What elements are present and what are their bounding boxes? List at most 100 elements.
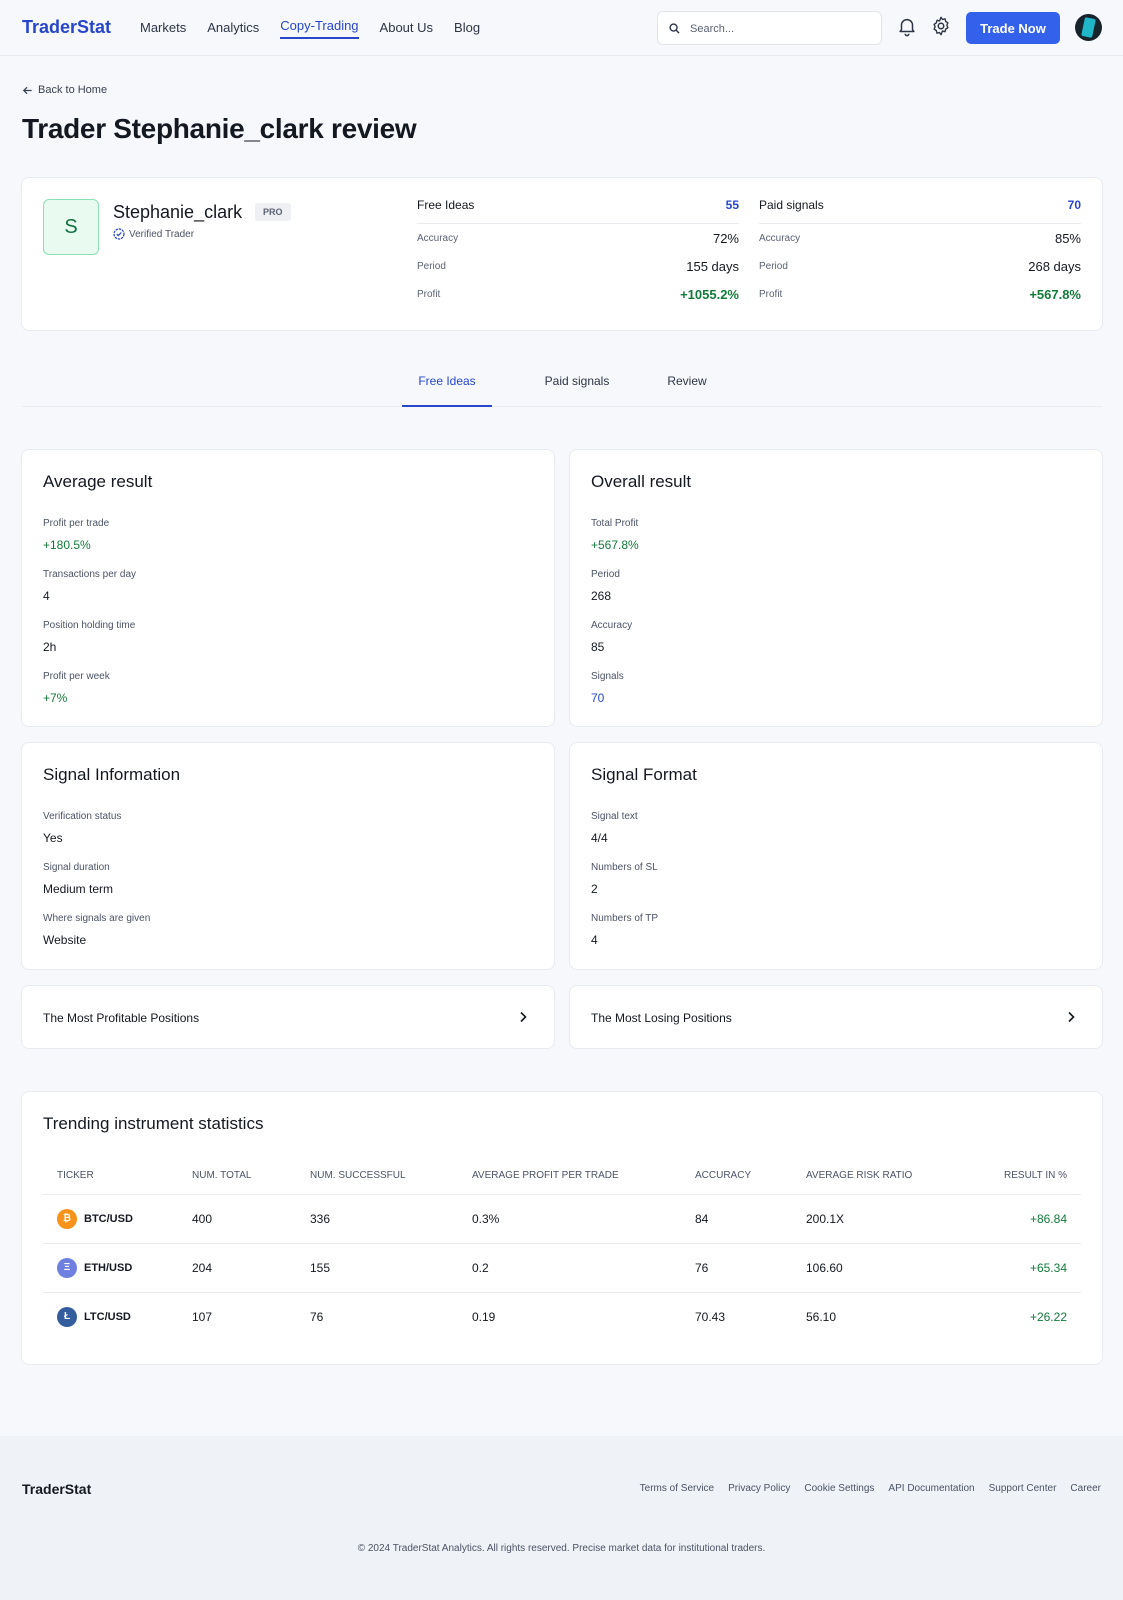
col-result: RESULT IN %	[950, 1158, 1081, 1195]
period: Period 268	[591, 569, 620, 603]
label: Numbers of SL	[591, 862, 658, 873]
col-avg-profit: AVERAGE PROFIT PER TRADE	[458, 1158, 681, 1195]
label: Total Profit	[591, 518, 639, 529]
nav-about-us[interactable]: About Us	[379, 20, 434, 35]
table-row[interactable]: ₿ BTC/USD 400 336 0.3% 84 200.1X +86.84	[43, 1194, 1081, 1244]
col-accuracy: ACCURACY	[681, 1158, 792, 1195]
footer-link-privacy[interactable]: Privacy Policy	[728, 1483, 791, 1494]
trending-instruments-card: Trending instrument statistics TICKER NU…	[21, 1091, 1103, 1365]
value: 4	[591, 933, 598, 947]
footer-link-terms[interactable]: Terms of Service	[639, 1483, 715, 1494]
value: 2h	[43, 640, 57, 654]
free-ideas-accuracy: 72%	[712, 230, 739, 246]
free-ideas-label: Free Ideas	[417, 198, 475, 212]
nav-blog[interactable]: Blog	[454, 20, 481, 35]
col-num-total: NUM. TOTAL	[178, 1158, 296, 1195]
col-risk-ratio: AVERAGE RISK RATIO	[792, 1158, 950, 1195]
search-input[interactable]	[690, 20, 870, 38]
nav-copy-trading[interactable]: Copy-Trading	[280, 0, 359, 56]
litecoin-icon: Ł	[57, 1306, 77, 1327]
free-ideas-stats: Free Ideas 55 Accuracy 72% Period 155 days …	[417, 198, 739, 308]
trending-table: TICKER NUM. TOTAL NUM. SUCCESSFUL AVERAG…	[43, 1158, 1081, 1341]
label: Period	[591, 569, 620, 580]
most-profitable-positions-link[interactable]: The Most Profitable Positions	[21, 985, 555, 1049]
table-row[interactable]: Ξ ETH/USD 204 155 0.2 76 106.60 +65.34	[43, 1243, 1081, 1293]
bell-icon[interactable]	[896, 15, 918, 37]
bitcoin-icon: ₿	[57, 1208, 77, 1229]
paid-signals-period: 268 days	[1028, 258, 1081, 274]
logo[interactable]: TraderStat	[22, 17, 112, 37]
verification-status: Verification status Yes	[43, 811, 121, 845]
overall-result-title: Overall result	[591, 472, 692, 491]
value: Yes	[43, 831, 63, 845]
value: 2	[591, 882, 598, 896]
stat-label: Accuracy	[417, 232, 459, 244]
footer-links: Terms of Service Privacy Policy Cookie S…	[640, 1483, 1101, 1494]
arrow-left-icon	[22, 86, 32, 94]
paid-signals-profit: +567.8%	[1029, 286, 1081, 302]
label: Transactions per day	[43, 569, 137, 580]
trade-now-button[interactable]: Trade Now	[966, 12, 1060, 44]
transactions-per-day: Transactions per day 4	[43, 569, 136, 603]
table-row[interactable]: Ł LTC/USD 107 76 0.19 70.43 56.10 +26.22	[43, 1292, 1081, 1341]
trader-avatar: S	[43, 199, 99, 255]
value: 268	[591, 589, 612, 603]
gear-icon[interactable]	[930, 15, 952, 37]
profit-per-week: Profit per week +7%	[43, 671, 110, 705]
accuracy: Accuracy 85	[591, 620, 632, 654]
average-result-card: Average result Profit per trade +180.5% T…	[21, 449, 555, 727]
paid-signals-count: 70	[1067, 198, 1081, 212]
tab-review[interactable]: Review	[667, 374, 707, 388]
table-header-row: TICKER NUM. TOTAL NUM. SUCCESSFUL AVERAG…	[43, 1158, 1081, 1195]
most-losing-label: The Most Losing Positions	[591, 1011, 732, 1025]
value: +180.5%	[43, 538, 91, 552]
where-signals-given: Where signals are given Website	[43, 913, 150, 947]
main-nav: Markets Analytics Copy-Trading About Us …	[140, 0, 501, 56]
stat-label: Profit	[759, 288, 783, 300]
chevron-right-icon	[520, 1011, 527, 1023]
cell-risk: 106.60	[792, 1243, 950, 1293]
cell-accuracy: 84	[681, 1194, 792, 1244]
value: 4	[43, 589, 50, 603]
most-profitable-label: The Most Profitable Positions	[43, 1011, 200, 1025]
value: 4/4	[591, 831, 608, 845]
value: Website	[43, 933, 87, 947]
cell-total: 107	[192, 1309, 213, 1324]
chevron-right-icon	[1068, 1011, 1075, 1023]
cell-risk: 200.1X	[792, 1194, 950, 1244]
signals: Signals 70	[591, 671, 624, 705]
label: Where signals are given	[43, 913, 151, 924]
copyright: © 2024 TraderStat Analytics. All rights …	[357, 1543, 766, 1554]
footer-link-cookies[interactable]: Cookie Settings	[804, 1483, 875, 1494]
footer: TraderStat Terms of Service Privacy Poli…	[0, 1436, 1123, 1600]
back-to-home-link[interactable]: Back to Home	[22, 84, 107, 96]
label: Profit per trade	[43, 518, 110, 529]
cell-accuracy: 76	[681, 1243, 792, 1293]
tab-paid-signals[interactable]: Paid signals	[544, 374, 610, 388]
footer-logo[interactable]: TraderStat	[22, 1481, 92, 1497]
tab-free-ideas[interactable]: Free Ideas	[402, 362, 492, 407]
footer-link-api-docs[interactable]: API Documentation	[888, 1483, 975, 1494]
value: +7%	[43, 691, 68, 705]
search-box	[657, 11, 882, 45]
label: Signal text	[591, 811, 638, 822]
numbers-of-tp: Numbers of TP 4	[591, 913, 658, 947]
free-ideas-period: 155 days	[686, 258, 739, 274]
back-link-label: Back to Home	[38, 84, 108, 96]
cell-total: 400	[178, 1194, 296, 1244]
average-result-title: Average result	[43, 472, 153, 491]
paid-signals-accuracy: 85%	[1054, 230, 1081, 246]
footer-link-career[interactable]: Career	[1070, 1483, 1101, 1494]
label: Accuracy	[591, 620, 633, 631]
cell-avg-profit: 0.2	[458, 1243, 681, 1293]
col-num-successful: NUM. SUCCESSFUL	[296, 1158, 458, 1195]
footer-link-support[interactable]: Support Center	[988, 1483, 1057, 1494]
nav-markets[interactable]: Markets	[140, 20, 187, 35]
user-avatar[interactable]	[1075, 14, 1102, 41]
stat-label: Profit	[417, 288, 441, 300]
review-tabs: Free Ideas Paid signals Review	[22, 362, 1102, 407]
most-losing-positions-link[interactable]: The Most Losing Positions	[569, 985, 1103, 1049]
nav-analytics[interactable]: Analytics	[207, 20, 260, 35]
search-icon	[669, 23, 680, 34]
free-ideas-profit: +1055.2%	[680, 286, 739, 302]
